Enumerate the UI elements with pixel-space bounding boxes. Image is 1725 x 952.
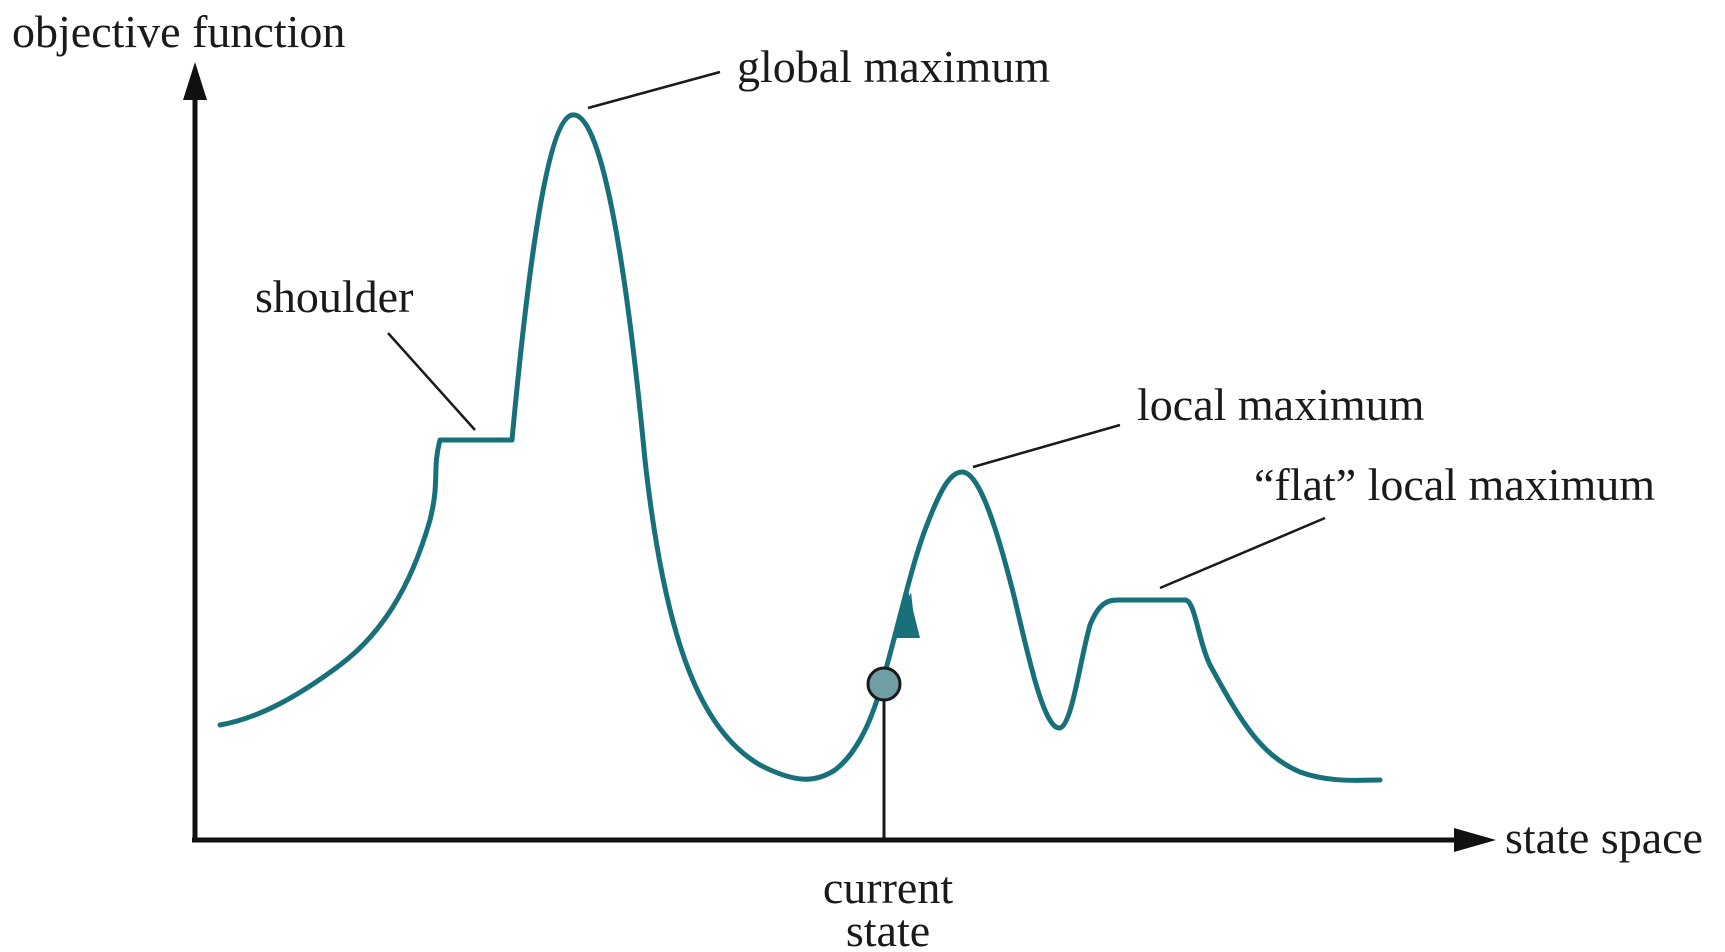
flat-local-maximum-leader xyxy=(1159,516,1326,590)
shoulder-label: shoulder xyxy=(255,271,413,322)
global-maximum-leader xyxy=(587,70,721,110)
y-axis-arrowhead xyxy=(183,62,207,100)
x-axis-label: state space xyxy=(1505,812,1703,863)
shoulder-leader xyxy=(387,332,476,431)
current-state-label-line2: state xyxy=(846,905,930,952)
y-axis-label: objective function xyxy=(12,6,345,57)
current-state-marker xyxy=(866,666,902,702)
objective-curve xyxy=(217,112,1383,783)
flat-local-maximum-label: “flat” local maximum xyxy=(1254,459,1655,510)
current-state-label-line1: current xyxy=(823,862,953,913)
local-maximum-label: local maximum xyxy=(1137,379,1425,430)
local-maximum-leader xyxy=(972,423,1121,469)
x-axis-arrowhead xyxy=(1454,828,1496,852)
uphill-arrow-head xyxy=(893,590,920,638)
global-maximum-label: global maximum xyxy=(737,41,1050,92)
